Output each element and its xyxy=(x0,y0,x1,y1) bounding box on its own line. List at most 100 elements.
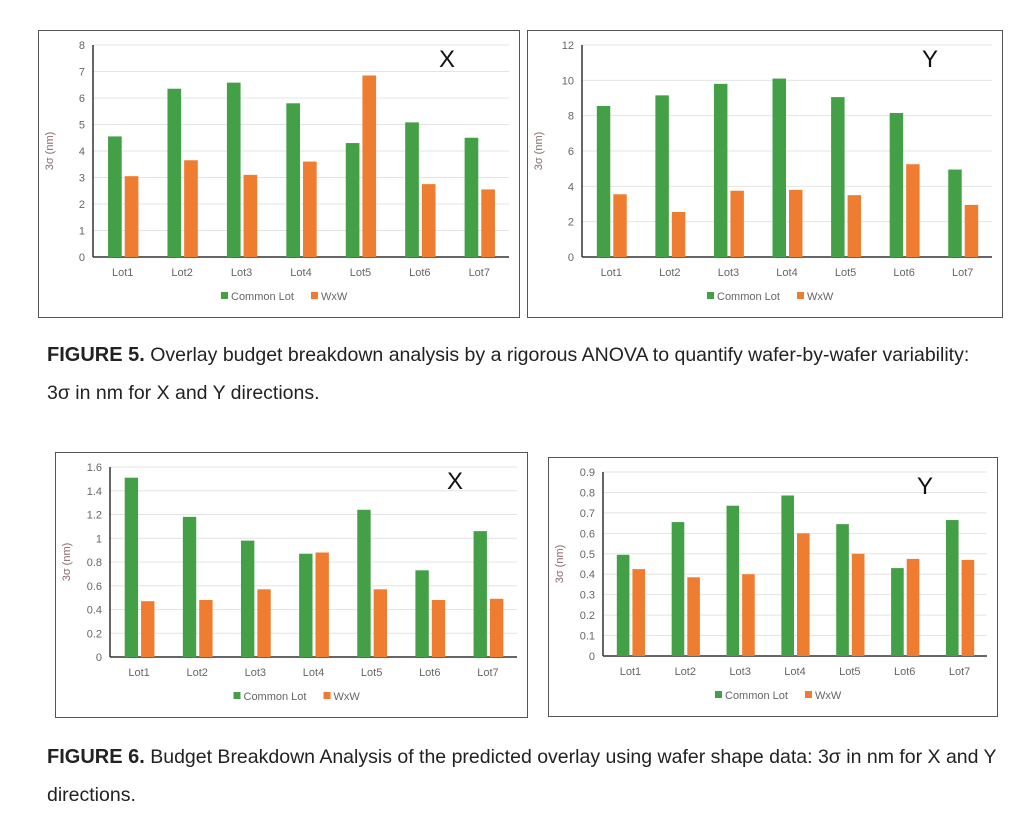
bar-wxw xyxy=(613,194,627,257)
figure5-label: FIGURE 5. xyxy=(47,344,145,366)
y-tick-label: 6 xyxy=(568,146,574,158)
legend-swatch-common-lot xyxy=(715,691,722,698)
figure5-text: Overlay budget breakdown analysis by a r… xyxy=(47,344,970,404)
legend-label: WxW xyxy=(815,690,842,702)
y-tick-label: 0 xyxy=(589,651,595,663)
bar-wxw xyxy=(687,577,700,656)
bar-wxw xyxy=(141,601,155,657)
chart-svg: 0 0.1 0.2 0.3 0.4 0.5 0.6 0.7 0.8 0.9 Lot1 Lot2 Lot3… xyxy=(554,467,987,702)
bar-common-lot xyxy=(616,554,630,656)
bar-common-lot xyxy=(357,509,371,657)
bar-wxw xyxy=(742,574,755,656)
bar-wxw xyxy=(847,195,862,257)
y-axis-label: 3σ (nm) xyxy=(533,132,545,171)
bar-wxw xyxy=(362,75,377,257)
y-tick-label: 0.2 xyxy=(580,610,595,622)
y-tick-label: 0.5 xyxy=(580,549,595,561)
x-tick-label: Lot3 xyxy=(718,267,739,279)
bar-wxw xyxy=(373,589,388,657)
legend-swatch-wxw xyxy=(797,292,804,299)
bar-common-lot xyxy=(891,568,904,656)
y-tick-label: 0.9 xyxy=(580,467,595,479)
bar-wxw xyxy=(184,160,198,257)
legend-swatch-wxw xyxy=(311,292,318,299)
bar-common-lot xyxy=(655,95,669,257)
x-tick-label: Lot3 xyxy=(729,666,750,678)
legend-swatch-common-lot xyxy=(233,692,241,699)
x-tick-label: Lot3 xyxy=(231,267,252,279)
y-tick-label: 0.6 xyxy=(87,581,102,593)
figure5-chart-x: 0 1 2 3 4 5 6 7 8 Lot1 Lot2 Lot3 Lot4 Lot5 Lot6 Lot7 3σ … xyxy=(38,30,520,318)
bar-common-lot xyxy=(345,143,360,257)
bar-wxw xyxy=(481,189,495,257)
bar-common-lot xyxy=(781,495,794,656)
y-tick-label: 12 xyxy=(562,40,574,52)
x-tick-label: Lot5 xyxy=(839,666,860,678)
bar-common-lot xyxy=(108,136,122,257)
bar-common-lot xyxy=(473,531,487,657)
y-tick-label: 1 xyxy=(96,533,102,545)
bar-common-lot xyxy=(405,122,419,257)
x-tick-label: Lot4 xyxy=(784,666,805,678)
legend-label: WxW xyxy=(321,291,348,303)
x-tick-label: Lot5 xyxy=(361,667,382,679)
y-tick-label: 1.4 xyxy=(87,486,102,498)
x-tick-label: Lot6 xyxy=(409,267,430,279)
legend-swatch-wxw xyxy=(323,692,331,699)
x-tick-label: Lot1 xyxy=(128,667,149,679)
legend-swatch-wxw xyxy=(805,691,812,698)
legend-label: WxW xyxy=(807,291,834,303)
bar-common-lot xyxy=(596,105,611,257)
y-tick-label: 8 xyxy=(79,40,85,52)
bar-wxw xyxy=(489,598,504,657)
x-tick-label: Lot7 xyxy=(469,267,490,279)
y-axis-label: 3σ (nm) xyxy=(61,543,73,582)
chart-svg: 0 1 2 3 4 5 6 7 8 Lot1 Lot2 Lot3 Lot4 Lot5 Lot6 Lot7 3σ … xyxy=(44,40,509,303)
chart-svg: 0 0.2 0.4 0.6 0.8 1 1.2 1.4 1.6 Lot1 Lot2 Lot3 Lot4 L… xyxy=(61,462,517,703)
x-tick-label: Lot3 xyxy=(245,667,266,679)
bar-wxw xyxy=(303,161,317,257)
y-tick-label: 0 xyxy=(568,252,574,264)
x-tick-label: Lot6 xyxy=(894,666,915,678)
x-tick-label: Lot1 xyxy=(112,267,133,279)
x-tick-label: Lot4 xyxy=(303,667,324,679)
bar-wxw xyxy=(906,558,920,656)
x-tick-label: Lot1 xyxy=(620,666,641,678)
chart-svg: 0 2 4 6 8 10 12 Lot1 Lot2 Lot3 Lot4 Lot5 Lot6 Lot7 3σ … xyxy=(533,40,992,303)
figure6-caption: FIGURE 6. Budget Breakdown Analysis of t… xyxy=(47,738,997,814)
bar-wxw xyxy=(632,569,646,656)
x-tick-label: Lot2 xyxy=(675,666,696,678)
bar-common-lot xyxy=(240,540,255,657)
bar-common-lot xyxy=(889,113,904,258)
bar-wxw xyxy=(797,533,810,656)
bar-common-lot xyxy=(772,78,786,257)
y-tick-label: 2 xyxy=(79,199,85,211)
x-tick-label: Lot2 xyxy=(659,267,680,279)
panel-label: Y xyxy=(917,473,933,500)
bar-common-lot xyxy=(299,553,313,657)
legend-label: Common Lot xyxy=(244,691,307,703)
y-tick-label: 0.7 xyxy=(580,508,595,520)
y-tick-label: 0.6 xyxy=(580,528,595,540)
x-tick-label: Lot6 xyxy=(893,267,914,279)
x-tick-label: Lot4 xyxy=(776,267,797,279)
y-tick-label: 8 xyxy=(568,111,574,123)
bar-wxw xyxy=(124,176,139,257)
y-tick-label: 2 xyxy=(568,217,574,229)
bar-wxw xyxy=(730,190,744,257)
panel-label: X xyxy=(439,46,455,73)
figure6-chart-x: 0 0.2 0.4 0.6 0.8 1 1.2 1.4 1.6 Lot1 Lot2 Lot3 Lot4 L… xyxy=(55,452,528,718)
y-tick-label: 1 xyxy=(79,226,85,238)
bar-common-lot xyxy=(286,103,300,257)
bar-wxw xyxy=(199,600,213,657)
bar-common-lot xyxy=(945,520,959,656)
y-tick-label: 0.8 xyxy=(87,557,102,569)
bar-common-lot xyxy=(836,524,849,656)
legend-label: Common Lot xyxy=(725,690,788,702)
figure6-chart-y: 0 0.1 0.2 0.3 0.4 0.5 0.6 0.7 0.8 0.9 Lot1 Lot2 Lot3… xyxy=(548,457,998,717)
legend-swatch-common-lot xyxy=(221,292,228,299)
y-tick-label: 5 xyxy=(79,120,85,132)
y-axis-label: 3σ (nm) xyxy=(44,132,56,171)
bar-common-lot xyxy=(831,97,845,257)
figure5-chart-y: 0 2 4 6 8 10 12 Lot1 Lot2 Lot3 Lot4 Lot5 Lot6 Lot7 3σ … xyxy=(527,30,1003,318)
